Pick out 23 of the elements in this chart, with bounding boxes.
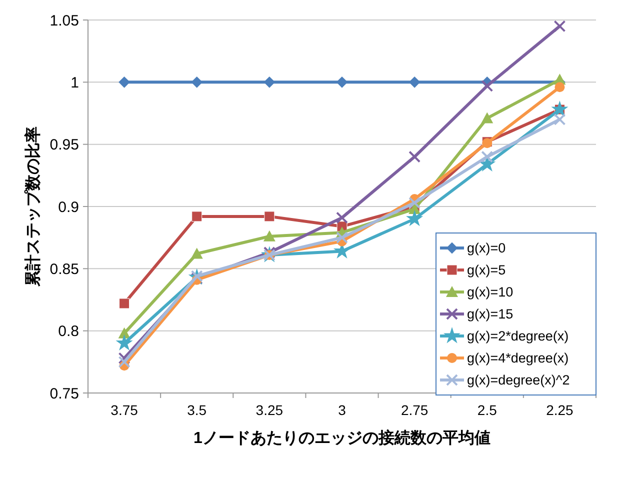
- x-tick-label: 2.5: [477, 402, 498, 418]
- y-tick-label: 0.95: [50, 136, 79, 154]
- x-tick-label: 3: [338, 402, 346, 418]
- y-tick-label: 0.8: [58, 323, 79, 340]
- legend-label: g(x)=0: [467, 240, 506, 256]
- legend-label: g(x)=10: [467, 284, 514, 300]
- y-tick-label: 0.9: [58, 198, 79, 216]
- legend-label: g(x)=5: [467, 262, 506, 278]
- x-tick-label: 3.75: [110, 402, 138, 418]
- y-tick-label: 1.05: [50, 12, 79, 30]
- x-axis-title: 1ノードあたりのエッジの接続数の平均値: [194, 429, 490, 447]
- legend-label: g(x)=degree(x)^2: [467, 372, 570, 388]
- y-tick-label: 1: [70, 74, 79, 92]
- y-tick-label: 0.75: [50, 385, 79, 402]
- legend-label: g(x)=15: [467, 306, 514, 322]
- y-tick-label: 0.85: [50, 260, 79, 278]
- legend-label: g(x)=2*degree(x): [467, 328, 569, 344]
- x-tick-label: 3.5: [187, 402, 207, 418]
- y-axis-title: 累計ステップ数の比率: [23, 126, 42, 288]
- legend-label: g(x)=4*degree(x): [467, 350, 569, 366]
- x-tick-label: 3.25: [256, 402, 284, 418]
- x-tick-label: 2.75: [400, 402, 428, 418]
- x-tick-label: 2.25: [546, 402, 574, 418]
